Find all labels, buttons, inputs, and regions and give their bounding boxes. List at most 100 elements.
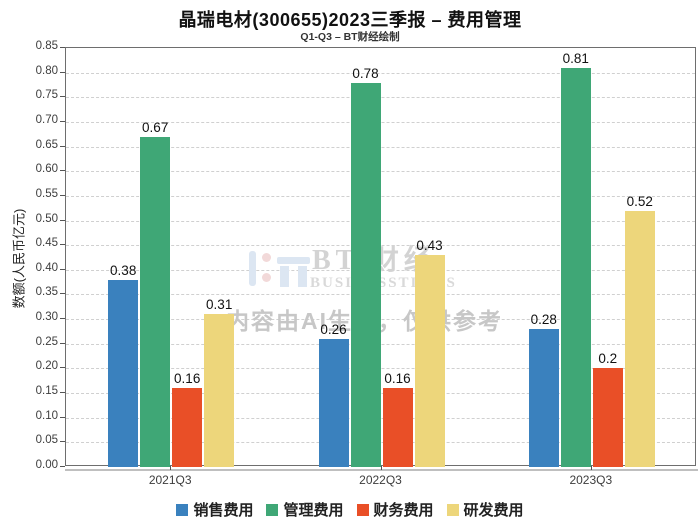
y-tick-label: 0.60 bbox=[35, 163, 58, 176]
bar-value-label: 0.43 bbox=[416, 238, 443, 253]
y-tick-mark bbox=[60, 244, 65, 246]
y-tick-label: 0.10 bbox=[35, 409, 58, 422]
grid-line bbox=[66, 195, 695, 197]
legend-label: 研发费用 bbox=[463, 502, 524, 519]
bar bbox=[350, 82, 381, 467]
bar-value-label: 0.67 bbox=[142, 119, 169, 135]
bt-logo-dot-icon bbox=[262, 273, 271, 282]
y-tick-label: 0.30 bbox=[35, 311, 58, 324]
bar bbox=[414, 255, 445, 467]
bar bbox=[204, 314, 235, 467]
grid-line bbox=[66, 319, 695, 321]
x-axis-line bbox=[65, 469, 698, 471]
y-tick-label: 0.00 bbox=[35, 459, 58, 471]
chart-title: 晶瑞电材(300655)2023三季报 – 费用管理 bbox=[178, 10, 522, 30]
x-tick-label: 2023Q3 bbox=[569, 473, 613, 487]
y-tick-mark bbox=[60, 71, 65, 73]
bt-logo-dot-icon bbox=[262, 253, 271, 262]
grid-line bbox=[66, 171, 695, 173]
bar-value-label: 0.28 bbox=[530, 312, 557, 327]
y-tick-mark bbox=[60, 219, 65, 221]
grid-line bbox=[66, 368, 695, 370]
chart-subtitle: Q1-Q3 – BT财经绘制 bbox=[300, 31, 400, 43]
legend-item: 销售费用 bbox=[176, 499, 253, 520]
bar-value-label: 0.26 bbox=[320, 321, 347, 337]
y-tick-mark bbox=[60, 194, 65, 196]
x-tick-mark bbox=[380, 466, 382, 470]
legend-swatch-icon bbox=[446, 503, 459, 516]
grid-line bbox=[66, 343, 695, 345]
legend-swatch-icon bbox=[176, 503, 189, 516]
grid-line bbox=[66, 269, 695, 271]
x-tick-label: 2021Q3 bbox=[148, 473, 192, 487]
grid-line bbox=[66, 146, 695, 148]
y-tick-mark bbox=[60, 170, 65, 172]
grid-line bbox=[66, 442, 695, 444]
grid-line bbox=[66, 72, 695, 74]
bar-value-label: 0.16 bbox=[384, 371, 411, 387]
y-tick-mark bbox=[60, 47, 65, 48]
bar bbox=[318, 338, 349, 467]
y-tick-mark bbox=[60, 367, 65, 369]
y-tick-label: 0.75 bbox=[35, 89, 58, 102]
y-tick-label: 0.65 bbox=[35, 138, 58, 151]
y-tick-label: 0.85 bbox=[35, 40, 58, 52]
y-tick-label: 0.40 bbox=[35, 261, 58, 274]
legend-item: 财务费用 bbox=[356, 499, 434, 520]
grid-line bbox=[66, 97, 695, 99]
legend-item: 研发费用 bbox=[446, 499, 524, 520]
plot-area: BT 财经 BUSINESSTIMES 内容由AI生成，仅供参考 0.380.6… bbox=[65, 47, 696, 467]
x-tick-label: 2022Q3 bbox=[359, 473, 402, 487]
grid-line bbox=[66, 121, 695, 123]
bar bbox=[592, 368, 623, 467]
bar bbox=[560, 67, 591, 467]
bar-value-label: 0.38 bbox=[110, 262, 137, 278]
bar-value-label: 0.78 bbox=[352, 65, 379, 81]
y-tick-mark bbox=[60, 293, 65, 295]
grid-line bbox=[66, 393, 695, 395]
bar bbox=[172, 388, 203, 467]
legend-label: 管理费用 bbox=[283, 502, 344, 519]
y-tick-label: 0.25 bbox=[35, 335, 58, 348]
y-tick-mark bbox=[60, 392, 65, 394]
y-tick-mark bbox=[60, 416, 65, 418]
legend-item: 管理费用 bbox=[266, 499, 344, 520]
bar-value-label: 0.52 bbox=[626, 193, 653, 209]
bt-logo-pi-icon bbox=[280, 266, 289, 287]
y-tick-mark bbox=[60, 268, 65, 270]
y-tick-label: 0.05 bbox=[35, 434, 58, 447]
x-tick-mark bbox=[170, 466, 172, 470]
bar bbox=[140, 136, 171, 467]
y-tick-mark bbox=[60, 145, 65, 147]
y-tick-label: 0.70 bbox=[35, 113, 58, 126]
y-tick-mark bbox=[60, 466, 65, 467]
bt-logo-pi-icon bbox=[298, 266, 307, 287]
y-tick-label: 0.35 bbox=[35, 286, 58, 299]
bar-value-label: 0.31 bbox=[206, 297, 233, 313]
legend-label: 销售费用 bbox=[193, 502, 254, 519]
grid-line bbox=[66, 220, 695, 222]
y-tick-mark bbox=[60, 96, 65, 98]
y-tick-label: 0.45 bbox=[35, 237, 58, 250]
bar bbox=[108, 279, 139, 467]
legend-swatch-icon bbox=[356, 503, 369, 516]
y-tick-mark bbox=[60, 318, 65, 320]
bar bbox=[382, 388, 413, 467]
y-tick-mark bbox=[60, 120, 65, 122]
bar-value-label: 0.16 bbox=[174, 371, 201, 387]
bt-logo-bar-icon bbox=[249, 251, 256, 286]
bar bbox=[624, 210, 655, 467]
y-tick-label: 0.80 bbox=[35, 64, 58, 77]
y-tick-mark bbox=[60, 342, 65, 344]
legend-swatch-icon bbox=[266, 503, 279, 516]
y-tick-label: 0.50 bbox=[35, 212, 58, 225]
grid-line bbox=[66, 245, 695, 247]
bar-value-label: 0.81 bbox=[562, 50, 589, 66]
grid-line bbox=[66, 294, 695, 296]
bt-logo-pi-icon bbox=[277, 257, 310, 264]
bar-value-label: 0.2 bbox=[598, 351, 618, 367]
legend: 销售费用 管理费用 财务费用 研发费用 bbox=[0, 499, 700, 520]
y-tick-label: 0.20 bbox=[35, 360, 58, 373]
x-tick-mark bbox=[590, 466, 592, 470]
